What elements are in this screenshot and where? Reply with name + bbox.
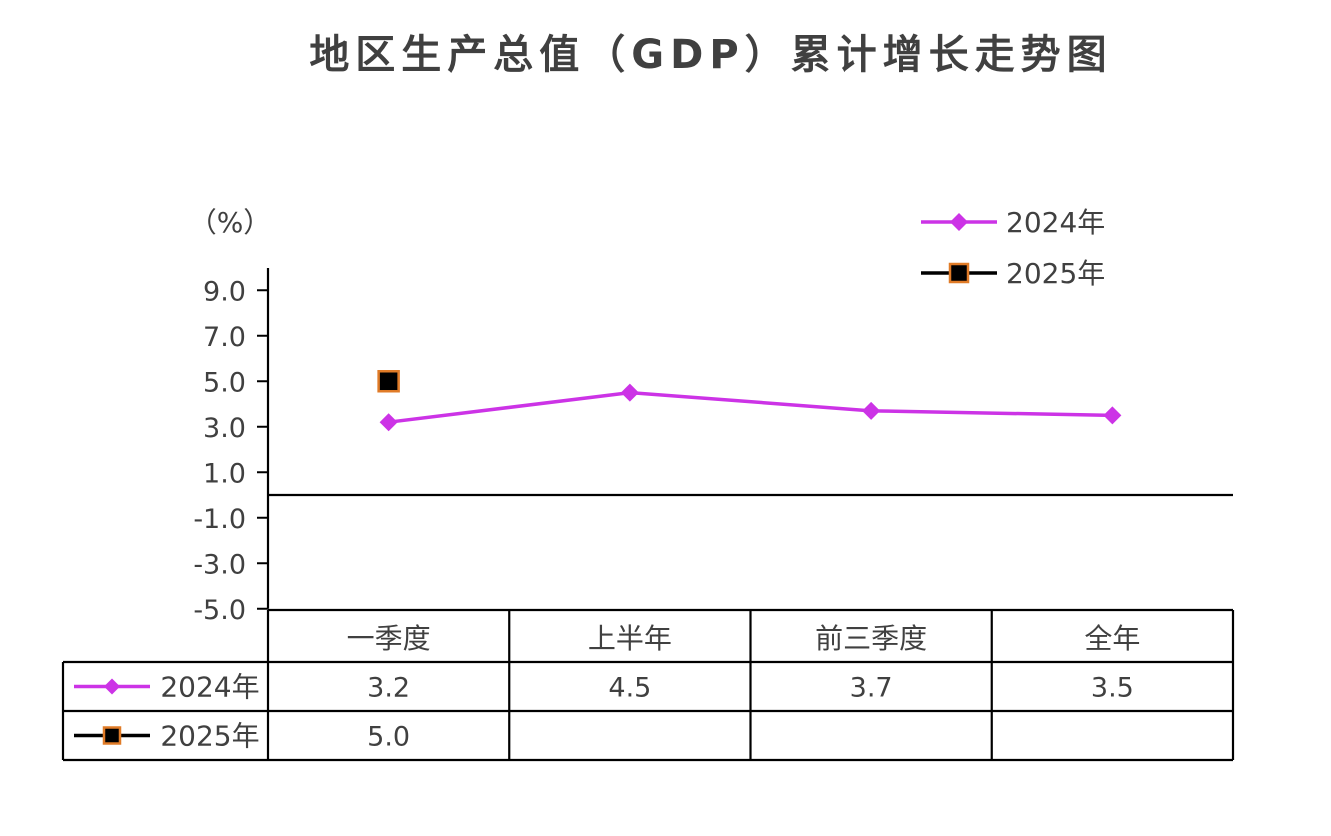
legend: 2024年 2025年 bbox=[921, 206, 1105, 290]
category-label: 一季度 bbox=[347, 622, 431, 655]
y-tick-label: -3.0 bbox=[193, 549, 246, 580]
category-label: 上半年 bbox=[588, 622, 672, 655]
data-point bbox=[862, 401, 881, 420]
table-cell-value: 5.0 bbox=[367, 722, 410, 753]
data-point bbox=[948, 262, 970, 284]
series-line bbox=[388, 390, 1113, 424]
table-series-name: 2025年 bbox=[160, 720, 259, 753]
data-point bbox=[102, 726, 122, 745]
table-cell-value: 3.2 bbox=[367, 673, 410, 704]
y-tick-label: 5.0 bbox=[203, 367, 246, 398]
series-layer bbox=[377, 370, 1122, 432]
data-point bbox=[620, 383, 639, 402]
y-tick-label: -1.0 bbox=[193, 504, 246, 535]
data-point bbox=[950, 213, 968, 231]
axes: 9.0 7.0 5.0 3.0 1.0 -1.0 -3.0 -5.0 bbox=[193, 268, 1233, 626]
legend-label: 2025年 bbox=[1006, 257, 1105, 290]
data-table: 一季度 上半年 前三季度 全年 2024年 3.2 4.5 3.7 3.5 2025年 5.0 bbox=[61, 608, 1235, 762]
data-point bbox=[1103, 406, 1122, 425]
table-series-name: 2024年 bbox=[160, 671, 259, 704]
y-tick-label: -5.0 bbox=[193, 595, 246, 626]
legend-label: 2024年 bbox=[1006, 206, 1105, 239]
y-axis-unit: （%） bbox=[189, 206, 272, 239]
data-point bbox=[377, 370, 400, 393]
table-cell-value: 3.7 bbox=[850, 673, 893, 704]
category-label: 全年 bbox=[1084, 622, 1140, 655]
y-tick-label: 7.0 bbox=[203, 322, 246, 353]
chart-title: 地区生产总值（GDP）累计增长走势图 bbox=[309, 32, 1112, 78]
table-cell-value: 4.5 bbox=[608, 673, 651, 704]
data-point bbox=[104, 678, 120, 695]
y-tick-label: 1.0 bbox=[203, 458, 246, 489]
data-point bbox=[379, 413, 398, 432]
table-cell-value: 3.5 bbox=[1091, 673, 1134, 704]
y-tick-label: 3.0 bbox=[203, 413, 246, 444]
category-label: 前三季度 bbox=[815, 622, 927, 655]
y-tick-label: 9.0 bbox=[203, 276, 246, 307]
